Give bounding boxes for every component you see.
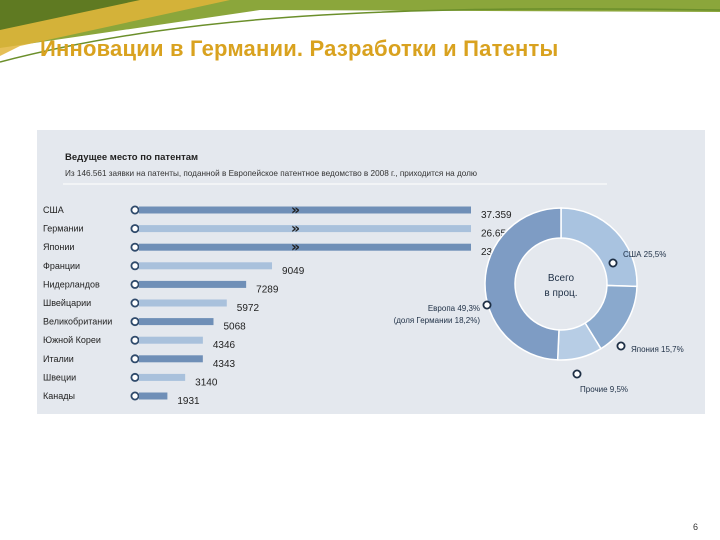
bar <box>139 280 247 288</box>
bar <box>139 243 471 251</box>
slice-label: Япония 15,7% <box>631 345 684 354</box>
value-label: 4343 <box>213 359 236 370</box>
category-marker <box>130 298 140 308</box>
chart-panel: Ведущее место по патентам Из 146.561 зая… <box>37 130 705 414</box>
axis-break-mark: » <box>291 203 300 219</box>
category-marker <box>130 391 140 401</box>
page-number: 6 <box>692 522 698 532</box>
donut-center-label: Всего <box>548 273 575 284</box>
category-marker <box>130 335 140 345</box>
category-label: США <box>43 205 64 215</box>
chart-title: Ведущее место по патентам <box>65 152 198 163</box>
slice-marker <box>572 369 582 379</box>
category-label: Швейцарии <box>43 298 91 308</box>
category-marker <box>130 317 140 327</box>
slice-label: (доля Германии 18,2%) <box>394 316 481 325</box>
patent-chart: Ведущее место по патентам Из 146.561 зая… <box>43 152 684 408</box>
value-label: 26.653 <box>481 229 512 240</box>
bar <box>139 225 471 233</box>
value-label: 4346 <box>213 340 236 351</box>
axis-break-mark: » <box>291 221 300 237</box>
category-marker <box>130 279 140 289</box>
slice-marker <box>616 341 626 351</box>
axis-break-mark: » <box>291 240 300 256</box>
category-label: Канады <box>43 391 75 401</box>
category-label: Великобритании <box>43 317 112 327</box>
slice-label: Европа 49,3% <box>428 304 480 313</box>
header-swoosh-dark <box>0 0 140 30</box>
bar <box>139 336 203 344</box>
slice-label: США 25,5% <box>623 250 666 259</box>
value-label: 37.359 <box>481 210 512 221</box>
value-label: 7289 <box>256 284 279 295</box>
category-marker <box>130 224 140 234</box>
bar <box>139 392 168 400</box>
donut-slice <box>484 207 562 361</box>
category-marker <box>130 205 140 215</box>
bar <box>139 299 227 307</box>
slice-marker <box>608 258 618 268</box>
category-label: Нидерландов <box>43 279 100 289</box>
slide-title: Инновации в Германии. Разработки и Патен… <box>40 36 559 61</box>
category-label: Швеции <box>43 372 76 382</box>
category-marker <box>130 354 140 364</box>
bar <box>139 373 186 381</box>
value-label: 3140 <box>195 377 218 388</box>
category-label: Франции <box>43 261 80 271</box>
category-label: Южной Кореи <box>43 335 101 345</box>
category-marker <box>130 372 140 382</box>
value-label: 5972 <box>237 303 260 314</box>
donut-chart: Всего в проц. США 25,5% Япония 15,7% Прочие … <box>394 207 684 394</box>
category-label: Японии <box>43 242 74 252</box>
value-label: 1931 <box>177 396 200 407</box>
category-label: Италии <box>43 354 74 364</box>
value-label: 9049 <box>282 266 305 277</box>
bar <box>139 206 471 214</box>
slice-marker <box>482 300 492 310</box>
header-swoosh-green <box>0 0 720 48</box>
bar-series: США»37.359Германии»26.653Японии»23.081Фр… <box>43 203 512 408</box>
category-label: Германии <box>43 224 84 234</box>
slice-label: Прочие 9,5% <box>580 385 628 394</box>
category-marker <box>130 242 140 252</box>
bar <box>139 355 203 363</box>
donut-center-label: в проц. <box>544 288 577 299</box>
chart-subtitle: Из 146.561 заявки на патенты, поданной в… <box>65 169 477 178</box>
bar <box>139 262 273 270</box>
header-curve-line <box>0 8 720 63</box>
bar <box>139 318 214 326</box>
category-marker <box>130 261 140 271</box>
value-label: 5068 <box>223 322 246 333</box>
